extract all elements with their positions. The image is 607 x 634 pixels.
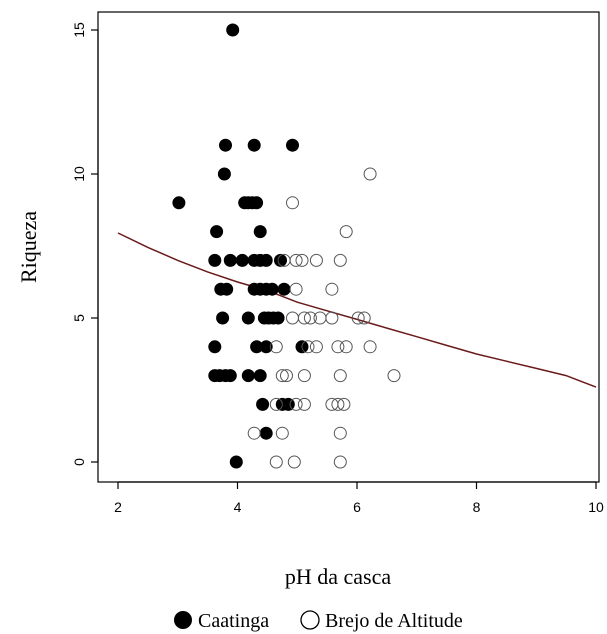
caatinga-point — [223, 253, 237, 267]
brejo-point — [295, 253, 309, 267]
brejo-point — [289, 397, 303, 411]
brejo-point — [333, 426, 347, 440]
brejo-point — [325, 282, 339, 296]
caatinga-point — [256, 397, 270, 411]
brejo-point — [303, 311, 317, 325]
y-tick-label: 15 — [71, 22, 87, 38]
caatinga-point — [223, 369, 237, 383]
brejo-point — [351, 311, 365, 325]
caatinga-point — [208, 253, 222, 267]
brejo-point — [339, 225, 353, 239]
legend-marker-caatinga — [174, 611, 192, 629]
x-tick-label: 2 — [114, 499, 122, 515]
brejo-point — [275, 369, 289, 383]
caatinga-point — [286, 138, 299, 152]
brejo-point — [269, 455, 283, 469]
brejo-point — [337, 397, 351, 411]
x-axis: 2 4 6 8 10 — [114, 481, 604, 515]
caatinga-point — [247, 138, 261, 152]
brejo-point — [333, 253, 347, 267]
y-tick-label: 5 — [71, 314, 87, 322]
caatinga-point — [271, 311, 285, 325]
y-tick-label: 10 — [71, 166, 87, 182]
caatinga-point — [259, 340, 273, 354]
brejo-point — [297, 311, 311, 325]
brejo-point — [333, 369, 347, 383]
brejo-point — [301, 340, 315, 354]
brejo-point — [269, 340, 283, 354]
x-tick-label: 4 — [234, 499, 242, 515]
brejo-point — [286, 196, 299, 210]
x-tick-label: 10 — [588, 499, 604, 515]
caatinga-point — [277, 282, 291, 296]
brejo-point — [289, 282, 303, 296]
brejo-point — [325, 311, 339, 325]
legend-label-caatinga: Caatinga — [198, 610, 269, 632]
brejo-point — [269, 397, 283, 411]
brejo-point — [387, 369, 401, 383]
plot-frame — [97, 11, 600, 483]
brejo-point — [297, 369, 311, 383]
caatinga-point — [219, 138, 232, 152]
legend-label-brejo: Brejo de Altitude — [325, 610, 463, 632]
y-axis-title: Riqueza — [16, 211, 41, 283]
brejo-point — [363, 340, 377, 354]
brejo-point — [289, 253, 303, 267]
brejo-point — [313, 311, 327, 325]
caatinga-point — [217, 167, 231, 181]
brejo-point — [339, 340, 353, 354]
brejo-point — [287, 455, 301, 469]
caatinga-point — [259, 253, 273, 267]
caatinga-point — [250, 196, 264, 210]
caatinga-point — [208, 340, 222, 354]
caatinga-point — [253, 369, 267, 383]
brejo-point — [333, 455, 347, 469]
brejo-point — [275, 426, 289, 440]
brejo-point — [247, 426, 261, 440]
caatinga-point — [172, 196, 186, 210]
caatinga-point — [265, 282, 279, 296]
caatinga-point — [220, 282, 234, 296]
caatinga-point — [229, 455, 243, 469]
caatinga-point — [216, 311, 230, 325]
brejo-point — [286, 311, 299, 325]
brejo-point — [297, 397, 311, 411]
caatinga-point — [241, 369, 255, 383]
caatinga-point — [226, 23, 240, 37]
data-points — [172, 23, 401, 469]
y-axis: 0 5 10 15 — [71, 22, 99, 466]
caatinga-point — [210, 225, 224, 239]
x-tick-label: 8 — [473, 499, 481, 515]
legend-marker-brejo — [300, 610, 320, 630]
legend: Caatinga Brejo de Altitude — [174, 610, 463, 632]
caatinga-point — [253, 225, 267, 239]
x-axis-title: pH da casca — [285, 564, 392, 589]
caatinga-point — [235, 253, 249, 267]
brejo-point — [309, 253, 323, 267]
y-tick-label: 0 — [71, 458, 87, 466]
fitted-curve — [117, 232, 597, 388]
brejo-point — [331, 340, 345, 354]
brejo-point — [363, 167, 377, 181]
brejo-point — [309, 340, 323, 354]
caatinga-point — [259, 426, 273, 440]
brejo-point — [280, 369, 293, 383]
brejo-point — [357, 311, 371, 325]
brejo-point — [331, 397, 345, 411]
x-tick-label: 6 — [353, 499, 361, 515]
caatinga-point — [241, 311, 255, 325]
caatinga-point — [274, 253, 287, 267]
